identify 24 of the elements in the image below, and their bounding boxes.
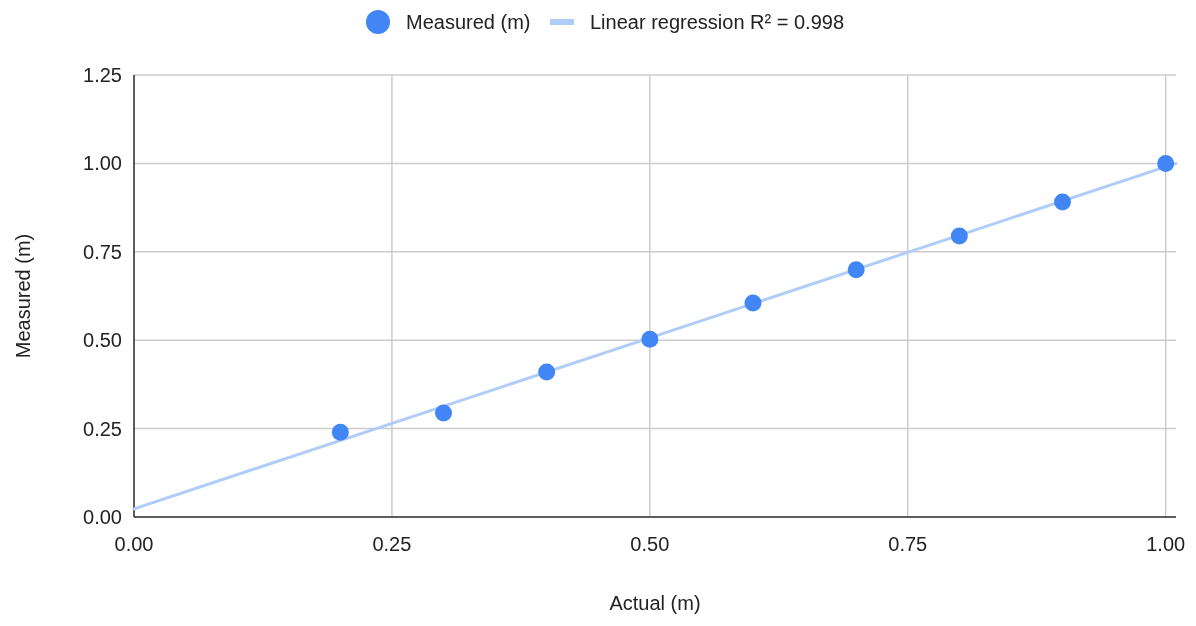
y-tick-label: 1.00	[83, 152, 122, 175]
legend-label: Measured (m)	[406, 11, 531, 33]
point	[1054, 193, 1072, 211]
point	[331, 423, 349, 441]
x-tick-label: 0.50	[630, 533, 670, 555]
x-tick-label: 0.00	[114, 533, 154, 555]
point	[950, 227, 968, 245]
y-tick-label: 0.25	[83, 417, 122, 440]
y-tick-label: 0.75	[83, 240, 122, 263]
point	[744, 294, 762, 312]
point	[641, 330, 659, 348]
point	[538, 363, 556, 381]
point	[435, 404, 453, 422]
y-tick-label: 1.25	[83, 64, 122, 86]
point	[1157, 154, 1175, 172]
x-axis-title: Actual (m)	[609, 592, 701, 614]
x-tick-label: 0.25	[372, 533, 412, 555]
point	[847, 261, 865, 279]
y-tick-label: 0.00	[83, 506, 122, 528]
x-tick-label: 1.00	[1146, 533, 1186, 555]
y-tick-label: 0.50	[83, 329, 122, 352]
y-axis-title: Measured (m)	[12, 233, 34, 359]
x-tick-label: 0.75	[888, 533, 928, 555]
legend-label: Linear regression R² = 0.998	[590, 11, 845, 33]
